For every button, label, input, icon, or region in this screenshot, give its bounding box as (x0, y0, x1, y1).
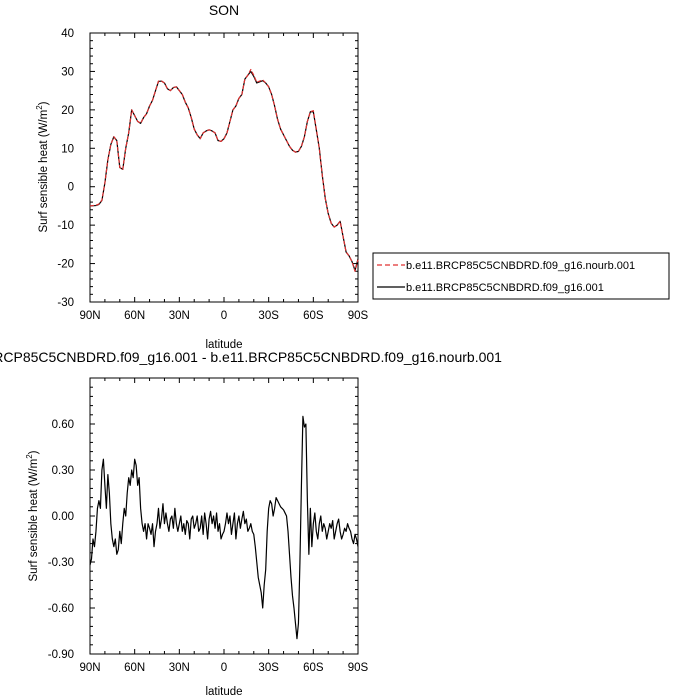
bottom-x-tick-label: 30S (258, 662, 279, 674)
legend-label-nourb: b.e11.BRCP85C5CNBDRD.f09_g16.nourb.001 (406, 260, 635, 272)
legend-label-base: b.e11.BRCP85C5CNBDRD.f09_g16.001 (406, 282, 604, 294)
bottom-plot-frame (89, 377, 359, 655)
top-series-line-1 (89, 70, 359, 272)
bottom-y-tick-label: 0.00 (52, 511, 74, 523)
top-y-tick-label: 40 (61, 28, 74, 40)
bottom-y-tick-label: -0.90 (48, 649, 74, 661)
top-y-tick-label: 0 (68, 182, 74, 194)
top-x-tick-label: 60N (124, 310, 145, 322)
top-panel: SON 90N 60N 30N 0 30S 60S 90S -30 -20 -10 0 10 20 30 4… (35, 2, 670, 351)
top-y-tick-label: 10 (61, 143, 74, 155)
top-x-tick-label: 30S (258, 310, 279, 322)
top-x-tick-label: 90S (348, 310, 369, 322)
top-x-tick-label: 30N (169, 310, 190, 322)
bottom-x-tick-label: 90S (348, 662, 369, 674)
legend-box (372, 252, 670, 300)
bottom-y-axis-title-end: ) (28, 450, 40, 454)
top-plot-frame (89, 32, 359, 303)
top-y-tick-label: 30 (61, 66, 74, 78)
bottom-x-tick-label: 60N (124, 662, 145, 674)
bottom-y-axis-title-text: Surf sensible heat (W/m (28, 459, 40, 582)
bottom-x-tick-label: 30N (169, 662, 190, 674)
top-series-group (89, 68, 359, 272)
bottom-x-tick-label: 0 (221, 662, 227, 674)
top-x-axis-title: latitude (205, 339, 242, 351)
bottom-x-tick-label: 90N (79, 662, 100, 674)
bottom-series-line-0 (89, 415, 359, 640)
bottom-y-tick-label: -0.60 (48, 603, 74, 615)
legend: b.e11.BRCP85C5CNBDRD.f09_g16.nourb.001 b… (372, 252, 670, 300)
top-y-tick-label: 20 (61, 105, 74, 117)
top-y-axis-title: Surf sensible heat (W/m2) (35, 101, 50, 232)
bottom-series-group (89, 415, 359, 640)
top-y-tick-label: -20 (57, 259, 74, 271)
top-y-axis-title-sup: 2 (35, 105, 44, 110)
bottom-y-tick-label: 0.30 (52, 465, 74, 477)
top-y-axis-title-text: Surf sensible heat (W/m (38, 110, 50, 233)
top-y-tick-label: -10 (57, 220, 74, 232)
bottom-y-tick-label: 0.60 (52, 419, 74, 431)
top-x-tick-label: 90N (79, 310, 100, 322)
bottom-x-axis-title: latitude (205, 686, 242, 698)
bottom-chart-title: b.e11.BRCP85C5CNBDRD.f09_g16.001 - b.e11… (0, 349, 502, 365)
bottom-ticks: 90N 60N 30N 0 30S 60S 90S -0.90 -0.60 -0.30 0.00 0.… (48, 378, 369, 674)
bottom-y-axis-title-sup: 2 (25, 454, 34, 459)
bottom-panel: b.e11.BRCP85C5CNBDRD.f09_g16.001 - b.e11… (0, 349, 502, 698)
top-chart-title: SON (209, 2, 239, 18)
top-y-tick-label: -30 (57, 297, 74, 309)
top-series-line-0 (89, 68, 359, 272)
bottom-y-tick-label: -0.30 (48, 557, 74, 569)
bottom-y-axis-title: Surf sensible heat (W/m2) (25, 450, 40, 581)
top-x-tick-label: 60S (303, 310, 324, 322)
top-y-axis-title-end: ) (38, 101, 50, 105)
top-ticks: 90N 60N 30N 0 30S 60S 90S -30 -20 -10 0 10 20 30 40 (57, 28, 368, 322)
bottom-x-tick-label: 60S (303, 662, 324, 674)
top-x-tick-label: 0 (221, 310, 227, 322)
